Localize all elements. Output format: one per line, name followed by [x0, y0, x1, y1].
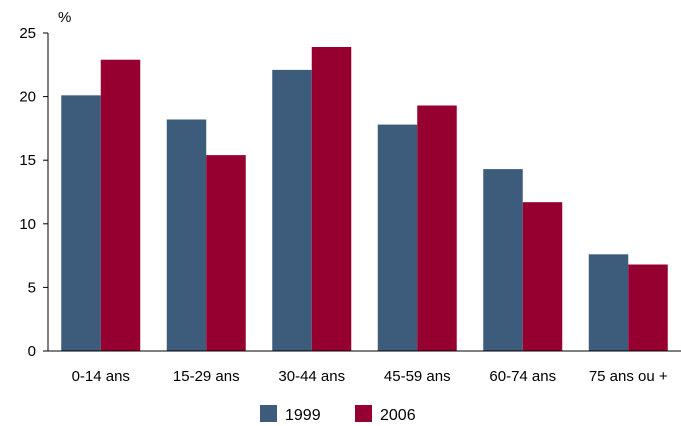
legend-swatch-1999: [260, 405, 277, 422]
bar-1999-30-44-ans: [272, 69, 312, 351]
x-category-label: 75 ans ou +: [589, 368, 668, 385]
y-axis-unit-label: %: [58, 9, 71, 26]
x-axis-labels: 0-14 ans 15-29 ans 30-44 ans 45-59 ans 60-74…: [72, 368, 668, 385]
y-axis-ticks: 0 5 10 15 20 25: [19, 25, 48, 360]
bar-2006-0-14-ans: [100, 59, 141, 351]
bar-1999-15-29-ans: [166, 119, 207, 351]
x-category-label: 45-59 ans: [384, 368, 451, 385]
y-tick-label: 5: [28, 279, 36, 296]
x-category-label: 60-74 ans: [489, 368, 556, 385]
bar-2006-75-ans-ou-: [628, 264, 668, 351]
legend-label-1999: 1999: [285, 407, 321, 424]
y-tick-label: 15: [19, 152, 36, 169]
x-category-label: 0-14 ans: [72, 368, 130, 385]
y-tick-label: 25: [19, 25, 36, 42]
y-tick-label: 0: [28, 343, 36, 360]
bar-1999-60-74-ans: [483, 169, 523, 351]
axes: [47, 33, 681, 352]
x-category-label: 30-44 ans: [278, 368, 345, 385]
legend: 1999 2006: [260, 405, 416, 424]
legend-label-2006: 2006: [380, 407, 416, 424]
bars: [61, 46, 668, 351]
bar-2006-60-74-ans: [522, 202, 563, 351]
y-tick-label: 10: [19, 216, 36, 233]
bar-1999-45-59-ans: [377, 124, 418, 351]
legend-swatch-2006: [355, 405, 372, 422]
bar-2006-30-44-ans: [311, 46, 352, 351]
bar-2006-45-59-ans: [417, 105, 457, 351]
bar-1999-75-ans-ou-: [588, 254, 629, 351]
bar-2006-15-29-ans: [206, 155, 246, 351]
bar-1999-0-14-ans: [61, 95, 101, 351]
x-category-label: 15-29 ans: [173, 368, 240, 385]
y-tick-label: 20: [19, 89, 36, 106]
